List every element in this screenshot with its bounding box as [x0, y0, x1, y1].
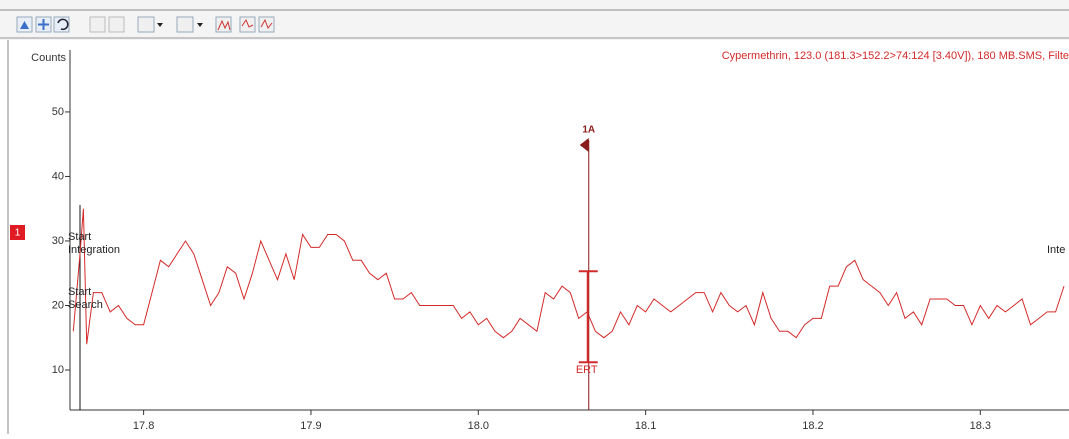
annotation: Integration	[68, 244, 120, 256]
toolbar-buttons	[16, 16, 275, 33]
trace-line	[72, 208, 1065, 345]
x-tick-label: 18.2	[802, 420, 823, 432]
icon	[157, 23, 163, 27]
icon	[260, 18, 273, 29]
trace-tag: 1	[15, 228, 21, 239]
icon	[38, 19, 49, 30]
y-tick-label: 30	[52, 235, 64, 247]
y-tick-label: 20	[52, 299, 64, 311]
x-tick-label: 17.8	[133, 420, 154, 432]
x-tick-label: 17.9	[300, 420, 321, 432]
trace-tag-box	[10, 225, 25, 240]
peak-label: 1A	[582, 125, 595, 136]
peak-flag	[579, 138, 589, 152]
icon	[197, 23, 203, 27]
icon	[217, 19, 231, 31]
x-tick-label: 18.0	[468, 420, 489, 432]
y-tick-label: 50	[52, 106, 64, 118]
prev-button[interactable]	[89, 16, 106, 33]
icon	[241, 18, 254, 28]
y-tick-label: 10	[52, 364, 64, 376]
next-button[interactable]	[108, 16, 125, 33]
annotation: Inte	[1047, 244, 1065, 256]
y-axis-label: Counts	[31, 52, 66, 64]
x-tick-label: 18.1	[635, 420, 656, 432]
layout-button[interactable]	[176, 16, 194, 33]
y-tick-label: 40	[52, 170, 64, 182]
trace-title: Cypermethrin, 123.0 (181.3>152.2>74:124 …	[722, 50, 1069, 62]
ert-label: ERT	[576, 364, 598, 376]
x-tick-label: 18.3	[970, 420, 991, 432]
annotation: Start	[68, 231, 91, 243]
annotation: Start	[68, 286, 91, 298]
icon	[57, 18, 69, 31]
select-button[interactable]	[137, 16, 155, 33]
annotation: Search	[68, 299, 103, 311]
icon	[20, 21, 29, 29]
toolbar	[0, 0, 1069, 40]
